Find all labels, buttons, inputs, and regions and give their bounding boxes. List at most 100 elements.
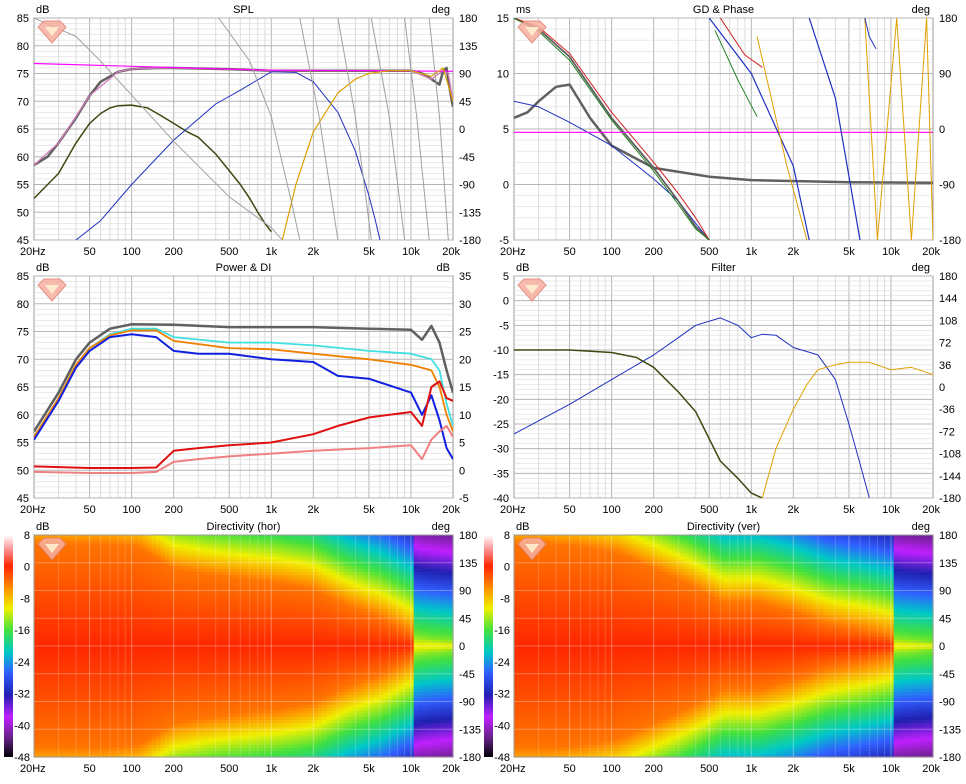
x-tick-label: 20Hz bbox=[20, 246, 46, 258]
y2-tick-label: -180 bbox=[939, 493, 961, 505]
y-tick-label: 60 bbox=[17, 410, 29, 422]
x-tick-label: 200 bbox=[164, 504, 182, 516]
right-unit-label: deg bbox=[432, 4, 450, 16]
y-tick-label: -10 bbox=[493, 345, 509, 357]
left-unit-label: dB bbox=[36, 4, 49, 16]
y2-tick-label: -90 bbox=[939, 180, 955, 192]
x-tick-label: 20k bbox=[442, 246, 460, 258]
x-tick-label: 500 bbox=[700, 246, 718, 258]
y2-tick-label: 25 bbox=[459, 327, 471, 339]
right-unit-label: deg bbox=[912, 4, 930, 16]
y2-tick-label: 135 bbox=[459, 41, 477, 53]
y-tick-label: 85 bbox=[17, 13, 29, 25]
chart-title: Power & DI bbox=[216, 262, 272, 274]
y-tick-label: -15 bbox=[493, 370, 509, 382]
y2-tick-label: 10 bbox=[459, 410, 471, 422]
chart-title: SPL bbox=[233, 4, 254, 16]
y-tick-label: 5 bbox=[503, 124, 509, 136]
y2-tick-label: -5 bbox=[459, 493, 469, 505]
x-tick-label: 500 bbox=[220, 504, 238, 516]
y2-tick-label: 0 bbox=[459, 124, 465, 136]
x-tick-label: 200 bbox=[164, 246, 182, 258]
x-tick-label: 200 bbox=[644, 246, 662, 258]
right-unit-label: deg bbox=[912, 262, 930, 274]
y-tick-label: -20 bbox=[493, 394, 509, 406]
y2-tick-label: 45 bbox=[459, 96, 471, 108]
y-tick-label: -25 bbox=[493, 419, 509, 431]
y2-tick-label: 15 bbox=[459, 382, 471, 394]
y2-tick-label: 90 bbox=[939, 69, 951, 81]
x-tick-label: 2k bbox=[788, 246, 800, 258]
y2-tick-label: 20 bbox=[459, 354, 471, 366]
x-tick-label: 20Hz bbox=[500, 246, 526, 258]
x-tick-label: 100 bbox=[602, 504, 620, 516]
x-tick-label: 100 bbox=[602, 246, 620, 258]
filter-panel: 50-5-10-15-20-25-30-35-4018014410872360-… bbox=[493, 262, 961, 516]
y-tick-label: -30 bbox=[493, 444, 509, 456]
y2-tick-label: 180 bbox=[939, 13, 957, 25]
x-tick-label: 2k bbox=[788, 504, 800, 516]
y2-tick-label: 72 bbox=[939, 338, 951, 350]
left-unit-label: dB bbox=[36, 262, 49, 274]
y2-tick-label: 180 bbox=[939, 271, 957, 283]
y-tick-label: 50 bbox=[17, 207, 29, 219]
left-unit-label: ms bbox=[516, 4, 531, 16]
x-tick-label: 200 bbox=[644, 504, 662, 516]
y-tick-label: 85 bbox=[17, 271, 29, 283]
y2-tick-label: -135 bbox=[459, 207, 481, 219]
y-tick-label: 5 bbox=[503, 271, 509, 283]
y-tick-label: 50 bbox=[17, 465, 29, 477]
power_di-panel: 85807570656055504535302520151050-5Power … bbox=[17, 262, 472, 516]
y2-tick-label: -36 bbox=[939, 404, 955, 416]
y-tick-label: 15 bbox=[497, 13, 509, 25]
y2-tick-label: -180 bbox=[459, 235, 481, 247]
x-tick-label: 20k bbox=[922, 504, 940, 516]
x-tick-label: 10k bbox=[882, 504, 900, 516]
y2-tick-label: 90 bbox=[459, 69, 471, 81]
x-tick-label: 20k bbox=[922, 246, 940, 258]
x-tick-label: 5k bbox=[843, 246, 855, 258]
y-tick-label: 70 bbox=[17, 96, 29, 108]
x-tick-label: 10k bbox=[402, 504, 420, 516]
y2-tick-label: -90 bbox=[459, 180, 475, 192]
chart-title: GD & Phase bbox=[693, 4, 754, 16]
y-tick-label: 60 bbox=[17, 152, 29, 164]
y-tick-label: 75 bbox=[17, 69, 29, 81]
y2-tick-label: 36 bbox=[939, 360, 951, 372]
y-tick-label: 55 bbox=[17, 180, 29, 192]
x-tick-label: 1k bbox=[745, 246, 757, 258]
y2-tick-label: 35 bbox=[459, 271, 471, 283]
x-tick-label: 5k bbox=[843, 504, 855, 516]
y2-tick-label: 0 bbox=[939, 382, 945, 394]
x-tick-label: 100 bbox=[122, 246, 140, 258]
y2-tick-label: -108 bbox=[939, 449, 961, 461]
y2-tick-label: 180 bbox=[459, 13, 477, 25]
x-tick-label: 100 bbox=[122, 504, 140, 516]
y-tick-label: 70 bbox=[17, 354, 29, 366]
y-tick-label: 80 bbox=[17, 41, 29, 53]
x-tick-label: 10k bbox=[402, 246, 420, 258]
x-tick-label: 2k bbox=[308, 504, 320, 516]
x-tick-label: 5k bbox=[363, 246, 375, 258]
x-tick-label: 2k bbox=[308, 246, 320, 258]
x-tick-label: 20Hz bbox=[20, 504, 46, 516]
x-tick-label: 500 bbox=[220, 246, 238, 258]
y2-tick-label: 0 bbox=[939, 124, 945, 136]
y2-tick-label: -45 bbox=[459, 152, 475, 164]
y-tick-label: 0 bbox=[503, 180, 509, 192]
y2-tick-label: 0 bbox=[459, 465, 465, 477]
y2-tick-label: 5 bbox=[459, 438, 465, 450]
x-tick-label: 1k bbox=[265, 246, 277, 258]
y2-tick-label: -180 bbox=[939, 235, 961, 247]
y-tick-label: 55 bbox=[17, 438, 29, 450]
x-tick-label: 20k bbox=[442, 504, 460, 516]
y-tick-label: 80 bbox=[17, 299, 29, 311]
x-tick-label: 500 bbox=[700, 504, 718, 516]
y2-tick-label: -144 bbox=[939, 471, 961, 483]
y-tick-label: 65 bbox=[17, 124, 29, 136]
y-tick-label: -5 bbox=[499, 320, 509, 332]
y-tick-label: -35 bbox=[493, 468, 509, 480]
y-tick-label: 10 bbox=[497, 69, 509, 81]
